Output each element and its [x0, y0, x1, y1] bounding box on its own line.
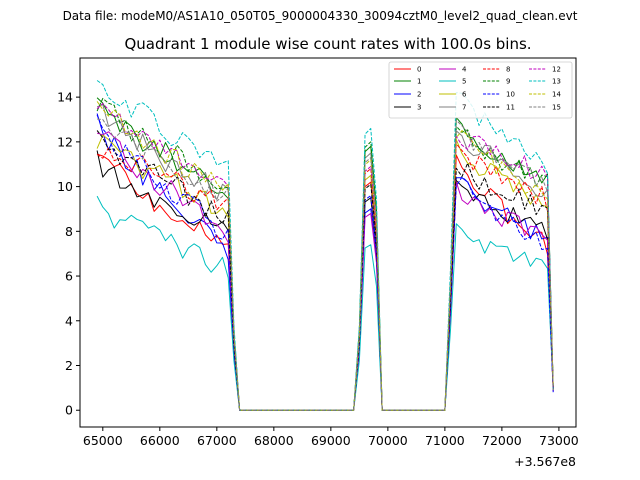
x-axis: 65000 66000 67000 68000 69000 70000 71000 72000…	[83, 427, 579, 448]
x-tick-label: 68000	[254, 433, 294, 448]
legend-label: 9	[506, 78, 510, 86]
legend-label: 15	[552, 104, 561, 112]
legend-label: 0	[417, 66, 421, 74]
legend-label: 14	[552, 91, 561, 99]
legend-label: 5	[462, 78, 466, 86]
x-tick-label: 73000	[539, 433, 579, 448]
series-layer	[96, 80, 554, 411]
legend-box	[388, 61, 573, 119]
x-tick-label: 70000	[368, 433, 408, 448]
legend-label: 8	[506, 66, 510, 74]
legend-label: 10	[506, 91, 515, 99]
series-line-15	[97, 118, 554, 411]
legend-label: 12	[552, 66, 561, 74]
chart-title: Quadrant 1 module wise count rates with …	[124, 35, 531, 53]
y-tick-label: 12	[57, 134, 73, 149]
legend-label: 11	[506, 104, 515, 112]
x-tick-label: 71000	[425, 433, 465, 448]
legend-label: 6	[462, 91, 467, 99]
legend-label: 7	[462, 104, 466, 112]
y-tick-label: 2	[65, 358, 73, 373]
y-tick-label: 8	[65, 224, 73, 239]
y-tick-label: 4	[65, 313, 73, 328]
x-tick-label: 67000	[197, 433, 237, 448]
y-axis: 0 2 4 6 8 10 12 14	[57, 90, 80, 418]
y-tick-label: 10	[57, 179, 73, 194]
plot-frame	[79, 57, 577, 428]
y-tick-label: 14	[57, 90, 73, 105]
x-offset-label: +3.567e8	[514, 454, 576, 469]
legend-label: 2	[417, 91, 421, 99]
x-tick-label: 72000	[482, 433, 522, 448]
series-line-10	[96, 114, 554, 411]
series-line-13	[96, 80, 554, 411]
y-tick-label: 6	[65, 269, 73, 284]
x-tick-label: 69000	[311, 433, 351, 448]
legend-label: 4	[462, 66, 467, 74]
x-tick-label: 66000	[140, 433, 180, 448]
legend-label: 1	[417, 78, 421, 86]
legend-label: 13	[552, 78, 561, 86]
legend-label: 3	[417, 104, 421, 112]
x-tick-label: 65000	[83, 433, 123, 448]
figure-suptitle: Data file: modeM0/AS1A10_050T05_90000043…	[63, 9, 578, 23]
y-tick-label: 0	[65, 403, 73, 418]
